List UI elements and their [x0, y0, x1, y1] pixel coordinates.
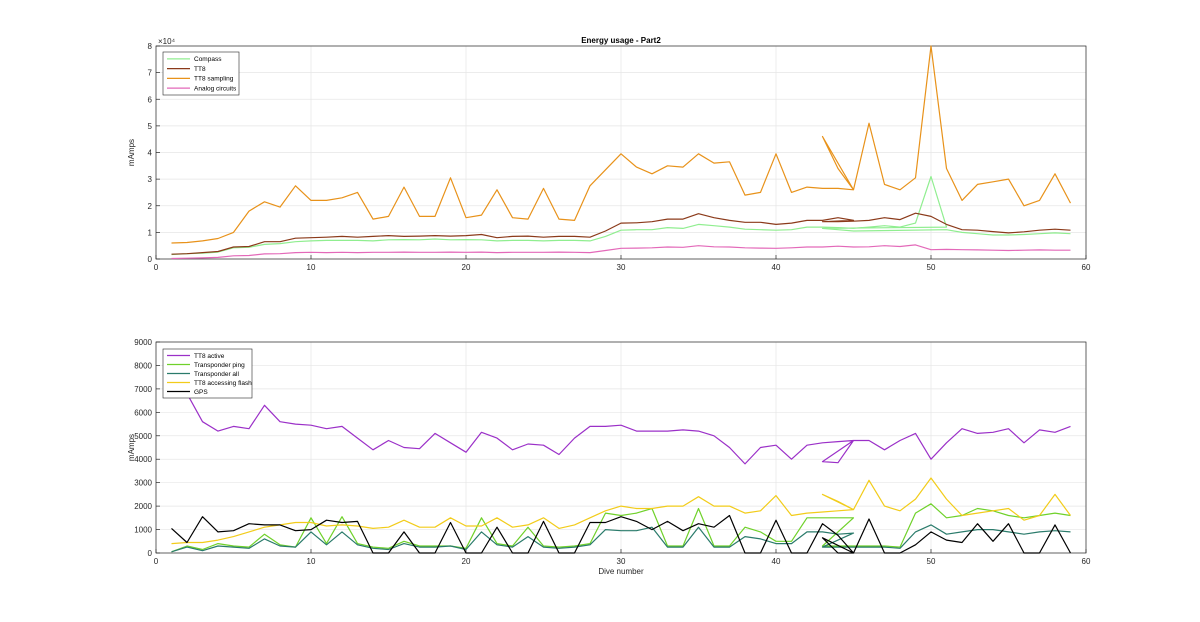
y-exponent-label: ×10⁴ [158, 37, 176, 46]
y-tick-label: 7000 [134, 385, 152, 394]
y-tick-label: 3000 [134, 479, 152, 488]
legend-label: TT8 [194, 66, 206, 73]
legend-label: Transponder all [194, 371, 239, 378]
y-tick-label: 6 [148, 95, 153, 104]
y-tick-label: 5000 [134, 432, 152, 441]
legend-label: TT8 accessing flash [194, 380, 252, 387]
x-tick-label: 50 [927, 557, 936, 566]
legend: TT8 active Transponder ping Transponder al… [162, 348, 253, 399]
y-tick-label: 8 [148, 42, 153, 51]
y-tick-label: 1000 [134, 526, 152, 535]
y-tick-label: 2 [148, 202, 153, 211]
y-tick-label: 1 [148, 228, 153, 237]
legend-label: TT8 sampling [194, 76, 234, 83]
y-tick-label: 4000 [134, 455, 152, 464]
series-line-tt8-active [171, 388, 1071, 465]
x-tick-label: 40 [772, 263, 781, 272]
y-tick-label: 9000 [134, 338, 152, 347]
y-axis-label: mAmps [127, 434, 136, 461]
y-tick-label: 7 [148, 69, 153, 78]
axes-box [155, 341, 1087, 554]
chart-title: Energy usage - Part2 [581, 36, 661, 45]
y-tick-label: 0 [148, 549, 153, 558]
x-tick-label: 10 [307, 263, 316, 272]
series-line-tt8 [171, 212, 1071, 255]
x-axis-label: Dive number [598, 567, 644, 576]
series-line-compass [171, 175, 1071, 256]
series-line-transponder-all [171, 524, 1071, 553]
legend: Compass TT8 TT8 sampling Analog circuits [162, 51, 240, 96]
series-line-tt8-sampling [171, 45, 1072, 244]
x-tick-label: 50 [927, 263, 936, 272]
legend-label: Compass [194, 56, 222, 63]
x-tick-label: 60 [1082, 557, 1091, 566]
legend-label: Analog circuits [194, 85, 237, 92]
series-line-analog-circuits [171, 244, 1071, 260]
x-tick-label: 0 [154, 557, 159, 566]
chart-panel-1: 0 10 20 30 40 50 60 0 1 2 3 4 5 6 7 8 ×10⁴ Energy usage -… [127, 36, 1091, 272]
x-tick-label: 40 [772, 557, 781, 566]
legend-label: Transponder ping [194, 362, 245, 369]
y-tick-label: 8000 [134, 361, 152, 370]
y-tick-label: 3 [148, 175, 153, 184]
chart-panel-2: 0 10 20 30 40 50 60 0 1000 2000 3000 4000 5000 6000 70… [127, 338, 1091, 576]
x-tick-label: 60 [1082, 263, 1091, 272]
y-tick-label: 0 [148, 255, 153, 264]
y-tick-label: 4 [148, 149, 153, 158]
axes-box [155, 45, 1087, 260]
legend-label: GPS [194, 389, 208, 396]
series-group [171, 388, 1072, 554]
x-tick-label: 30 [617, 263, 626, 272]
x-tick-label: 20 [462, 263, 471, 272]
y-tick-label: 2000 [134, 502, 152, 511]
legend-label: TT8 active [194, 353, 225, 360]
y-tick-label: 5 [148, 122, 153, 131]
series-line-tt8-accessing-flash [171, 477, 1071, 545]
y-axis-label: mAmps [127, 139, 136, 166]
series-line-transponder-ping [171, 503, 1071, 553]
x-tick-label: 30 [617, 557, 626, 566]
x-tick-label: 20 [462, 557, 471, 566]
y-tick-label: 6000 [134, 408, 152, 417]
series-group [171, 45, 1072, 260]
x-tick-label: 10 [307, 557, 316, 566]
series-line-gps [171, 514, 1072, 554]
x-tick-label: 0 [154, 263, 159, 272]
